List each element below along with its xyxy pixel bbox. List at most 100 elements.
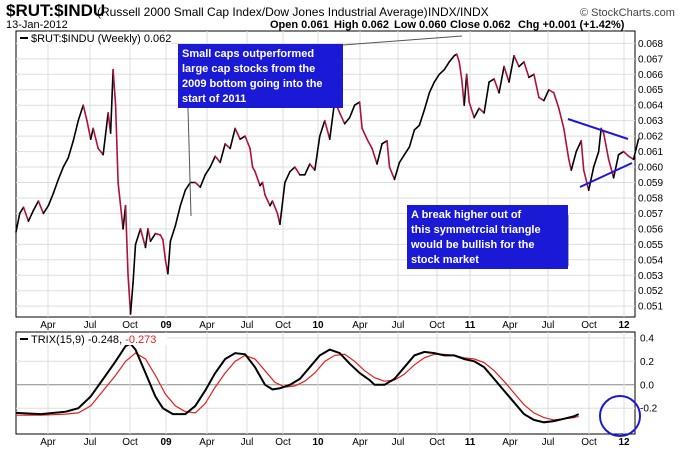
price-segment xyxy=(139,228,147,249)
price-segment xyxy=(508,54,515,83)
price-segment xyxy=(443,61,451,71)
price-segment xyxy=(361,127,368,141)
trix-x-axis: Apr Jul Oct 09 Apr Jul Oct 10 Apr Jul Oct 11 Apr Jul O… xyxy=(40,437,630,448)
price-y-tick: 0.068 xyxy=(638,39,663,50)
price-segment xyxy=(22,206,30,222)
price-segment xyxy=(567,158,573,171)
header-description: (Russell 2000 Small Cap Index/Dow Jones … xyxy=(97,5,428,19)
price-segment xyxy=(433,73,441,83)
price-y-tick: 0.059 xyxy=(638,178,663,189)
price-segment xyxy=(592,150,600,168)
trix-y-tick: 0.2 xyxy=(640,357,654,368)
price-segment xyxy=(398,153,406,164)
price-segment xyxy=(483,81,490,114)
price-x-tick: 11 xyxy=(465,320,476,331)
price-segment xyxy=(309,163,316,171)
price-segment xyxy=(134,228,142,246)
price-y-tick: 0.052 xyxy=(638,286,663,297)
price-segment xyxy=(167,240,172,275)
price-segment xyxy=(413,124,421,131)
price-segment xyxy=(264,194,271,207)
price-segment xyxy=(318,119,326,137)
price-segment xyxy=(294,166,301,176)
price-legend-bg xyxy=(17,32,172,44)
price-segment xyxy=(627,155,635,161)
price-segment xyxy=(169,224,177,243)
price-segment xyxy=(47,192,55,207)
price-segment xyxy=(428,81,436,94)
price-segment xyxy=(204,166,212,176)
annotation-box-1 xyxy=(178,44,343,108)
price-y-tick: 0.054 xyxy=(638,255,663,266)
price-segment xyxy=(528,73,535,79)
trix-x-tick: 12 xyxy=(618,437,630,448)
price-x-tick: Jul xyxy=(392,320,405,331)
trix-x-tick: Oct xyxy=(275,437,291,448)
price-x-tick: 10 xyxy=(312,320,324,331)
price-segment xyxy=(353,101,361,107)
price-x-tick: Jul xyxy=(241,320,254,331)
price-x-tick: Jul xyxy=(542,320,555,331)
price-segment xyxy=(553,92,560,110)
header-ticker: $RUT:$INDU xyxy=(6,1,105,20)
price-segment xyxy=(129,282,134,315)
price-segment xyxy=(279,181,286,226)
price-y-tick: 0.051 xyxy=(638,302,663,313)
price-segment xyxy=(543,88,550,102)
header-close: Close 0.062 xyxy=(450,19,511,31)
price-y-tick: 0.055 xyxy=(638,240,663,251)
price-segment xyxy=(15,212,21,233)
price-segment xyxy=(423,92,431,111)
price-segment xyxy=(254,170,261,187)
price-segment xyxy=(27,209,35,222)
triangle-lower-line xyxy=(579,162,633,188)
annotation-box-2 xyxy=(407,205,568,269)
price-segment xyxy=(438,68,446,76)
trix-x-tick: Apr xyxy=(502,437,518,448)
price-segment xyxy=(284,170,291,184)
price-segment xyxy=(261,181,266,196)
price-segment xyxy=(304,163,311,176)
trix-x-tick: Jul xyxy=(542,437,555,448)
price-x-tick: Jul xyxy=(84,320,97,331)
price-segment xyxy=(348,104,356,119)
price-segment xyxy=(144,228,149,249)
trix-x-tick: Jul xyxy=(84,437,97,448)
price-segment xyxy=(234,127,241,141)
price-y-tick: 0.066 xyxy=(638,70,663,81)
price-segment xyxy=(538,96,545,102)
trix-x-tick: Apr xyxy=(40,437,56,448)
price-segment xyxy=(224,143,231,150)
header-high: High 0.062 xyxy=(334,19,389,31)
price-y-tick: 0.063 xyxy=(638,116,663,127)
price-segment xyxy=(523,61,530,79)
trix-y-axis: 0.4 0.2 0.0 -0.2 xyxy=(640,333,658,414)
price-segment xyxy=(72,119,80,142)
price-segment xyxy=(127,274,132,315)
price-segment xyxy=(468,101,475,119)
price-segment xyxy=(381,139,388,145)
triangle-upper-line xyxy=(567,118,629,140)
price-segment xyxy=(132,243,137,284)
price-segment xyxy=(159,234,164,241)
trix-series xyxy=(15,342,580,424)
price-segment xyxy=(313,135,321,171)
price-segment xyxy=(86,119,92,141)
price-y-tick: 0.061 xyxy=(638,147,663,158)
price-segment xyxy=(478,107,485,114)
price-segment xyxy=(124,204,129,277)
price-segment xyxy=(271,200,279,215)
price-x-tick: Oct xyxy=(429,320,445,331)
trix-line xyxy=(15,342,580,424)
price-segment xyxy=(570,150,578,171)
price-x-tick: Oct xyxy=(122,320,138,331)
price-y-tick: 0.056 xyxy=(638,224,663,235)
price-segment xyxy=(239,135,246,141)
price-segment xyxy=(565,143,570,161)
price-x-tick: Oct xyxy=(275,320,291,331)
price-y-tick: 0.062 xyxy=(638,132,663,143)
price-segment xyxy=(455,53,461,63)
trix-highlight-circle xyxy=(599,395,641,437)
price-segment xyxy=(386,139,391,168)
